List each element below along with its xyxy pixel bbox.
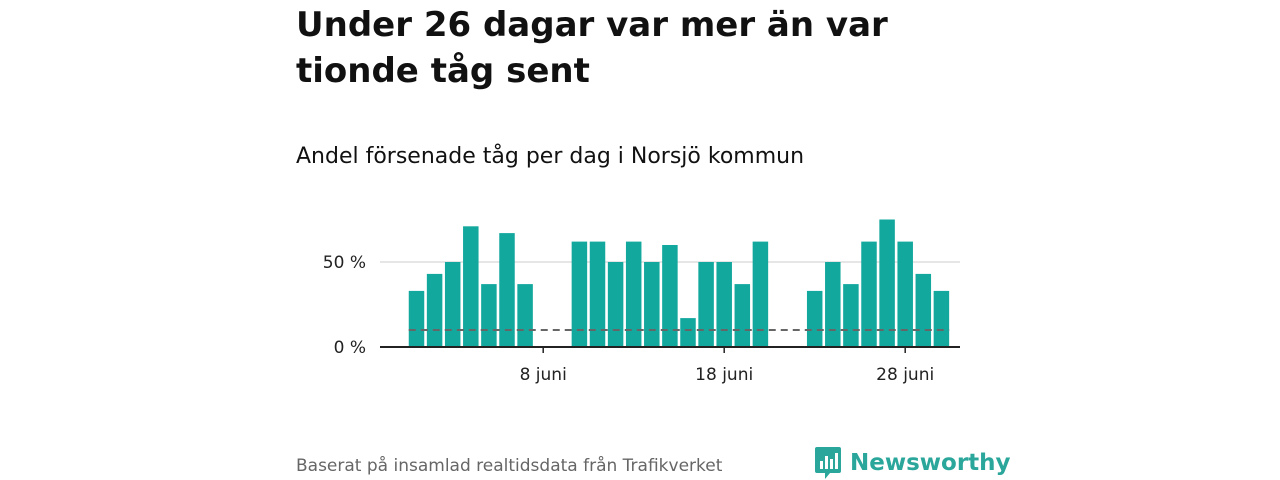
newsworthy-logo-icon: [815, 447, 841, 479]
bar: [897, 241, 913, 347]
bar: [680, 318, 696, 347]
chart-title: Under 26 dagar var mer än var tionde tåg…: [296, 5, 888, 91]
bar: [825, 262, 841, 347]
bar: [933, 290, 950, 347]
x-tick-label: 18 juni: [695, 365, 753, 385]
bar: [607, 262, 624, 347]
bar: [734, 284, 751, 347]
bar: [517, 284, 533, 347]
bar: [716, 262, 732, 347]
bar: [481, 284, 497, 347]
x-tick-label: 8 juni: [520, 365, 567, 385]
bar: [444, 262, 461, 347]
y-tick-label: 50 %: [323, 253, 366, 273]
bar: [698, 262, 714, 347]
chart-subtitle: Andel försenade tåg per dag i Norsjö kom…: [296, 144, 805, 169]
bar: [463, 226, 479, 347]
brand-name: Newsworthy: [850, 450, 1011, 476]
y-tick-label: 0 %: [334, 338, 366, 358]
source-note: Baserat på insamlad realtidsdata från Tr…: [296, 456, 723, 476]
brand-logo: Newsworthy: [814, 446, 1011, 480]
bar: [644, 262, 660, 347]
bar: [589, 241, 606, 347]
x-tick-label: 28 juni: [876, 365, 934, 385]
bar: [806, 290, 823, 347]
bar: [571, 241, 588, 347]
bar: [408, 290, 425, 347]
bar: [861, 241, 877, 347]
bar: [662, 245, 678, 347]
bar: [752, 241, 769, 347]
bar: [499, 233, 515, 347]
bar: [843, 284, 859, 347]
bar: [426, 273, 443, 347]
bar: [625, 241, 642, 347]
bar: [915, 273, 932, 347]
bar: [879, 219, 895, 347]
